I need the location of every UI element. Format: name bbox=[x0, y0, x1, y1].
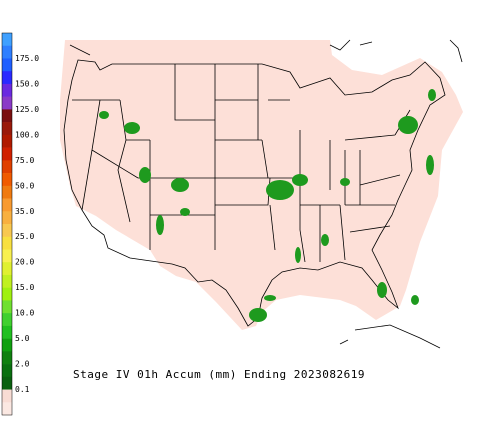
legend-swatch bbox=[2, 338, 12, 352]
map-title: Stage IV 01h Accum (mm) Ending 202308261… bbox=[73, 368, 365, 381]
precip-area bbox=[411, 295, 419, 305]
legend-swatch bbox=[2, 376, 12, 390]
legend-swatch bbox=[2, 45, 12, 59]
legend: 175.0 150.0 125.0 100.0 75.0 50.0 35.0 25.0 20.0… bbox=[1, 32, 39, 416]
precip-area bbox=[266, 180, 294, 200]
legend-swatch bbox=[2, 224, 12, 238]
legend-swatch bbox=[2, 71, 12, 85]
legend-swatch bbox=[2, 83, 12, 97]
precip-area bbox=[295, 247, 301, 263]
legend-label: 35.0 bbox=[15, 207, 34, 216]
map bbox=[60, 39, 463, 349]
precip-area bbox=[99, 111, 109, 119]
precip-area bbox=[180, 208, 190, 216]
legend-label: 175.0 bbox=[15, 54, 39, 63]
legend-frame bbox=[1, 32, 13, 416]
precip-area bbox=[264, 295, 276, 301]
precip-area bbox=[340, 178, 350, 186]
state-lines bbox=[72, 64, 411, 263]
legend-swatch bbox=[2, 262, 12, 276]
coast-islands bbox=[69, 39, 463, 349]
legend-swatch bbox=[2, 185, 12, 199]
precip-area bbox=[139, 167, 151, 183]
precip-area bbox=[321, 234, 329, 246]
legend-swatch bbox=[2, 33, 12, 47]
legend-swatch bbox=[2, 58, 12, 72]
legend-label: 0.1 bbox=[15, 385, 30, 394]
legend-label: 25.0 bbox=[15, 232, 34, 241]
precip-area bbox=[292, 174, 308, 186]
legend-label: 2.0 bbox=[15, 360, 30, 369]
legend-swatch bbox=[2, 351, 12, 365]
legend-swatch bbox=[2, 389, 12, 403]
precip-area bbox=[426, 155, 434, 175]
legend-swatch bbox=[2, 109, 12, 123]
legend-swatch bbox=[2, 325, 12, 339]
legend-swatch bbox=[2, 198, 12, 212]
legend-label: 5.0 bbox=[15, 334, 30, 343]
precip-area bbox=[171, 178, 189, 192]
legend-swatch bbox=[2, 300, 12, 314]
legend-label: 125.0 bbox=[15, 105, 39, 114]
legend-label: 150.0 bbox=[15, 79, 39, 88]
legend-swatch bbox=[2, 134, 12, 148]
legend-swatch bbox=[2, 173, 12, 187]
legend-swatch bbox=[2, 287, 12, 301]
legend-swatch bbox=[2, 402, 12, 416]
legend-label: 50.0 bbox=[15, 181, 34, 190]
legend-swatch bbox=[2, 236, 12, 250]
legend-swatch bbox=[2, 122, 12, 136]
legend-label: 100.0 bbox=[15, 130, 39, 139]
precip-area bbox=[124, 122, 140, 134]
us-border bbox=[63, 59, 446, 327]
legend-label: 75.0 bbox=[15, 156, 34, 165]
legend-label: 20.0 bbox=[15, 258, 34, 267]
legend-swatch bbox=[2, 249, 12, 263]
precip-area bbox=[377, 282, 387, 298]
legend-swatch bbox=[2, 313, 12, 327]
legend-swatch bbox=[2, 160, 12, 174]
precip-area bbox=[249, 308, 267, 322]
legend-label: 15.0 bbox=[15, 283, 34, 292]
precip-area bbox=[428, 89, 436, 101]
legend-swatch bbox=[2, 147, 12, 161]
legend-swatch bbox=[2, 274, 12, 288]
precip-area bbox=[156, 215, 164, 235]
precip-area bbox=[398, 116, 418, 134]
legend-swatch bbox=[2, 96, 12, 110]
legend-label: 10.0 bbox=[15, 309, 34, 318]
analysis-area bbox=[60, 40, 463, 330]
legend-swatch bbox=[2, 364, 12, 378]
legend-swatch bbox=[2, 211, 12, 225]
precipitation bbox=[99, 89, 436, 322]
